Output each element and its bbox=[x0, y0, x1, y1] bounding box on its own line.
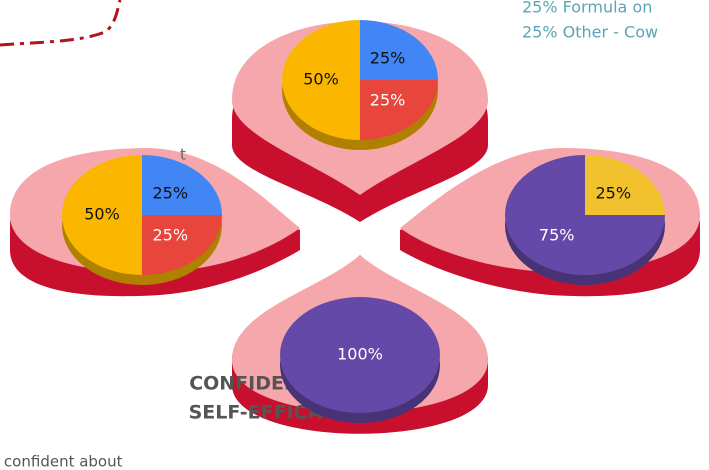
pie-slice bbox=[282, 20, 360, 140]
slice-label: 100% bbox=[337, 345, 383, 364]
pie-slice bbox=[505, 155, 665, 275]
legend-text: 25% Formula on bbox=[522, 0, 652, 17]
slice-label: 25% bbox=[370, 48, 406, 67]
dashed-line bbox=[0, 0, 122, 47]
pie-slice bbox=[142, 215, 222, 275]
pie-slice bbox=[360, 80, 438, 140]
slice-label: 50% bbox=[84, 205, 120, 224]
text-fragment: l confident about bbox=[0, 453, 123, 470]
slice-label: 75% bbox=[539, 226, 575, 245]
pie-slice bbox=[360, 20, 438, 80]
text-fragment: t bbox=[180, 146, 186, 164]
legend-text: 25% Other - Cow bbox=[522, 23, 658, 42]
pie-slice bbox=[142, 155, 222, 215]
slice-label: 25% bbox=[596, 183, 632, 202]
pie-slice bbox=[280, 297, 440, 413]
slice-label: 25% bbox=[370, 91, 406, 110]
slice-label: 25% bbox=[153, 183, 189, 202]
slice-label: 50% bbox=[303, 70, 339, 89]
slice-label: 25% bbox=[153, 226, 189, 245]
pie-slice bbox=[62, 155, 142, 275]
pie-slice bbox=[585, 155, 665, 215]
